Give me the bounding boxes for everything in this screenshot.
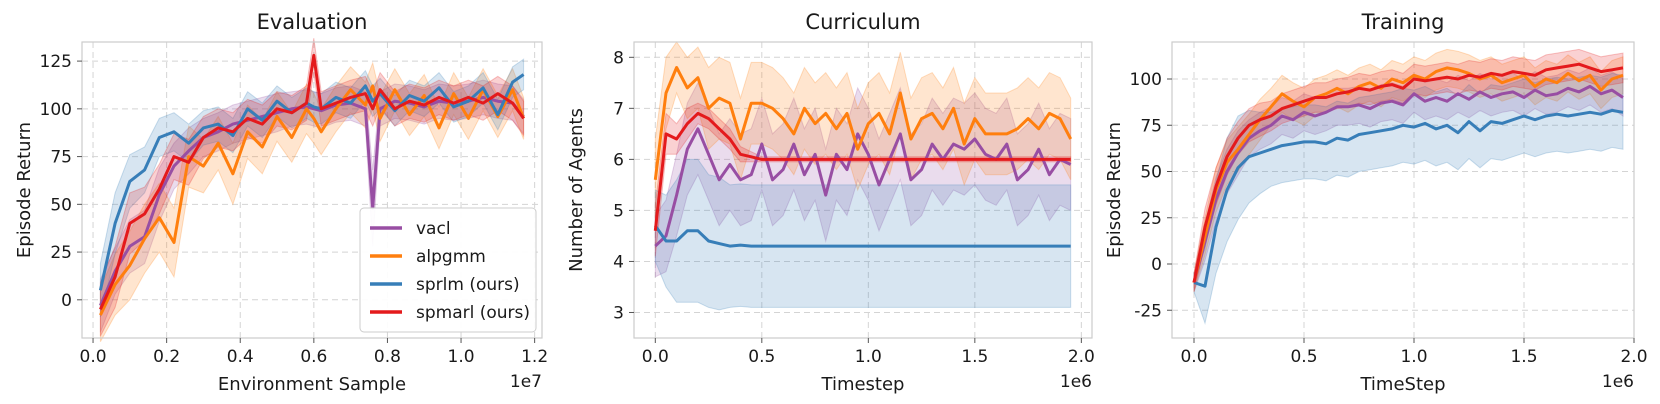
- y-axis-label: Episode Return: [1104, 122, 1125, 258]
- panel-title: Curriculum: [805, 10, 920, 34]
- series-line-spmarl: [653, 111, 1071, 231]
- y-tick-label: 50: [50, 195, 72, 215]
- y-tick-label: 8: [613, 48, 624, 68]
- series-line-alpgmm: [653, 66, 1073, 180]
- y-axis-label: Number of Agents: [566, 108, 587, 272]
- y-tick-label: -25: [1134, 301, 1162, 321]
- y-tick-label: 25: [1140, 209, 1162, 229]
- y-tick-label: 0: [61, 291, 72, 311]
- x-tick-label: 0.5: [748, 347, 775, 367]
- x-tick-label: 2.0: [1068, 347, 1095, 367]
- y-tick-label: 7: [613, 99, 624, 119]
- panel-evaluation: 0.0 0.2 0.4 0.6 0.8 1.0 1.2 0 25 50 75 100 125 Evalua…: [14, 10, 548, 395]
- x-axis-label: TimeStep: [1359, 374, 1445, 395]
- x-axis-label: Environment Sample: [218, 374, 406, 395]
- axes-frame: [81, 41, 543, 339]
- band-vacl: [1193, 67, 1624, 292]
- band-sprlm: [654, 158, 1072, 311]
- legend: vacl alpgmm sprlm (ours) spmarl (ours): [359, 207, 537, 333]
- x-tick-label: 0.0: [80, 347, 107, 367]
- x-tick-label: 2.0: [1620, 347, 1647, 367]
- series-line-spmarl: [99, 53, 525, 311]
- band-sprlm: [1193, 72, 1624, 326]
- x-tick-label: 1.5: [961, 347, 988, 367]
- series-line-vacl: [654, 127, 1072, 248]
- x-tick-label: 0.4: [227, 347, 254, 367]
- y-tick-label: 0: [1151, 255, 1162, 275]
- y-tick-label: 6: [613, 150, 624, 170]
- y-tick-label: 5: [613, 201, 624, 221]
- x-tick-label: 0.0: [1180, 347, 1207, 367]
- x-tick-label: 0.8: [374, 347, 401, 367]
- x-scale-label: 1e7: [510, 372, 542, 392]
- x-tick-label: 0.0: [642, 347, 669, 367]
- legend-box: [359, 207, 537, 333]
- x-tick-label: 1.0: [855, 347, 882, 367]
- x-scale-label: 1e6: [1060, 372, 1092, 392]
- x-tick-label: 1.2: [521, 347, 548, 367]
- series-line-sprlm: [1193, 108, 1624, 288]
- band-vacl: [99, 79, 525, 333]
- y-tick-label: 50: [1140, 163, 1162, 183]
- x-tick-label: 0.2: [153, 347, 180, 367]
- y-tick-label: 3: [613, 303, 624, 323]
- legend-label-vacl: vacl: [416, 219, 451, 239]
- y-tick-label: 100: [40, 100, 72, 120]
- y-tick-label: 75: [50, 148, 72, 168]
- y-tick-label: 125: [40, 52, 72, 72]
- series-line-spmarl: [1192, 62, 1624, 283]
- panel-title: Training: [1361, 10, 1445, 34]
- legend-label-sprlm: sprlm (ours): [416, 275, 520, 295]
- series-line-alpgmm: [1192, 66, 1624, 283]
- panel-curriculum: 0.0 0.5 1.0 1.5 2.0 3 4 5 6 7 8 Curriculum Timestep 1…: [566, 10, 1095, 395]
- x-tick-label: 1.5: [1510, 347, 1537, 367]
- x-tick-label: 0.5: [1290, 347, 1317, 367]
- panel-training: 0.0 0.5 1.0 1.5 2.0 -25 0 25 50 75 100 Training Time…: [1104, 10, 1648, 395]
- band-sprlm: [99, 58, 525, 318]
- x-tick-label: 0.6: [300, 347, 327, 367]
- axes-frame: [633, 41, 1093, 339]
- band-vacl: [654, 81, 1072, 278]
- y-tick-label: 100: [1130, 70, 1162, 90]
- legend-label-spmarl: spmarl (ours): [416, 303, 530, 323]
- x-scale-label: 1e6: [1602, 372, 1634, 392]
- y-tick-label: 4: [613, 252, 624, 272]
- y-tick-label: 75: [1140, 116, 1162, 136]
- axes-frame: [1171, 41, 1635, 339]
- panel-title: Evaluation: [257, 10, 368, 34]
- x-tick-label: 1.0: [1400, 347, 1427, 367]
- x-axis-label: Timestep: [821, 374, 905, 395]
- series-line-vacl: [1192, 84, 1624, 283]
- legend-label-alpgmm: alpgmm: [416, 247, 486, 267]
- x-tick-label: 1.0: [448, 347, 475, 367]
- y-axis-label: Episode Return: [14, 122, 35, 258]
- series-line-alpgmm: [99, 84, 526, 316]
- y-tick-label: 25: [50, 243, 72, 263]
- series-line-sprlm: [654, 224, 1071, 248]
